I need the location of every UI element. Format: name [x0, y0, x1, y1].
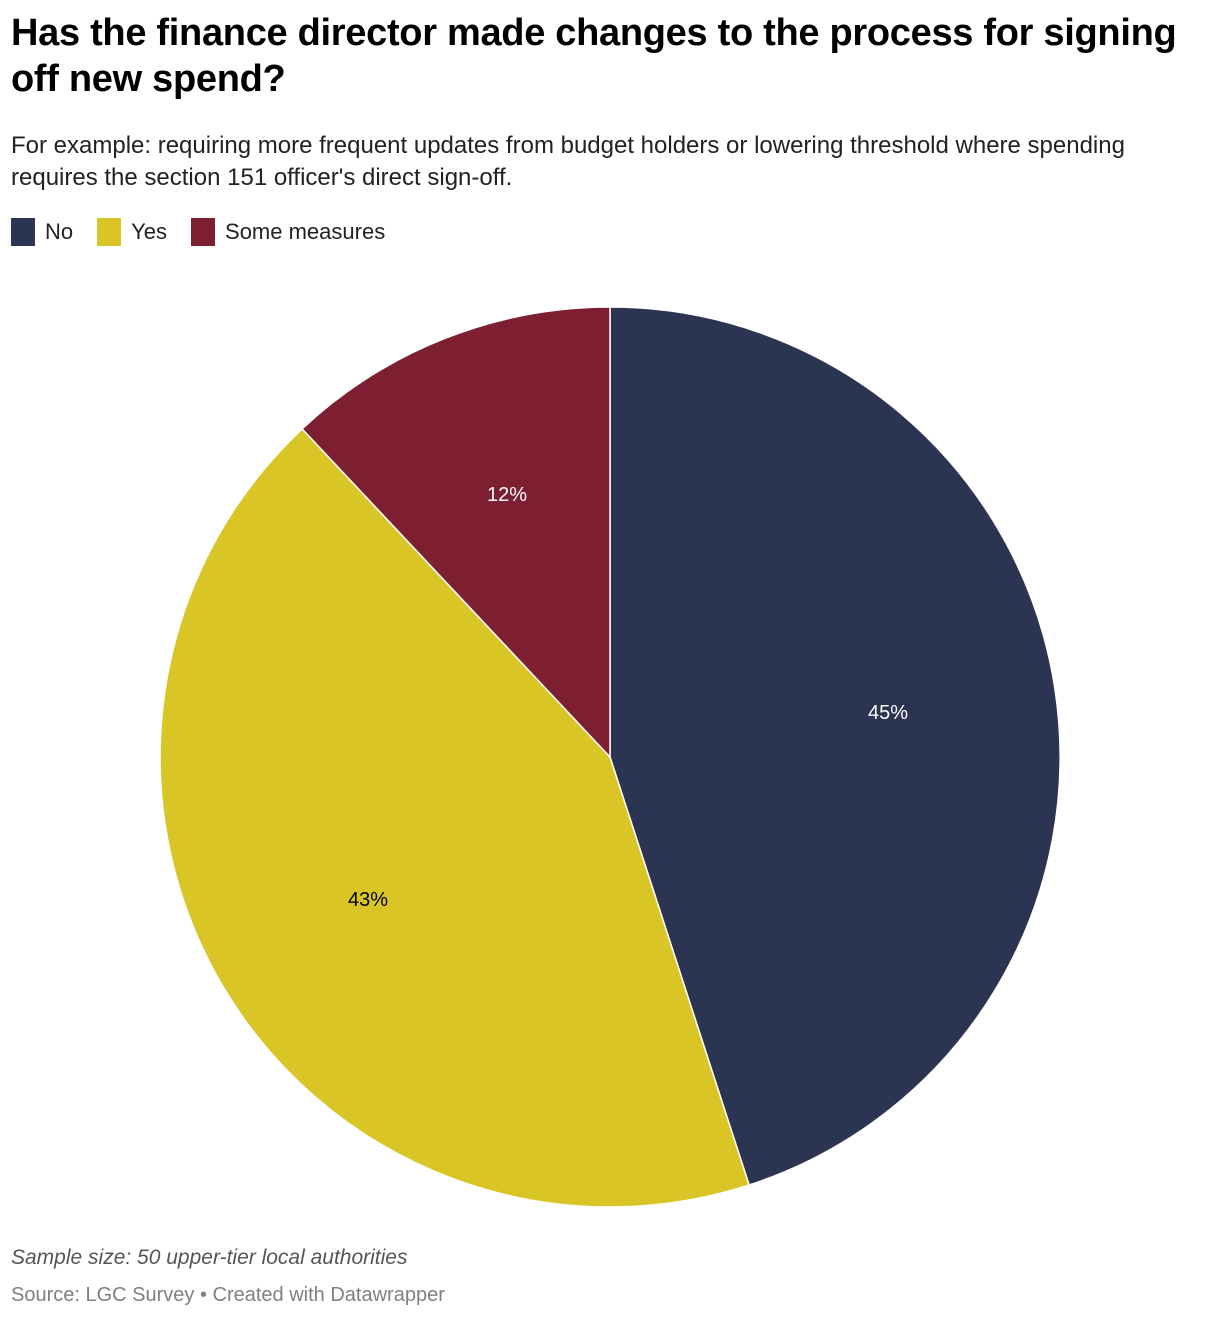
chart-title: Has the finance director made changes to… — [11, 12, 1177, 100]
pie-slice-some-measures[interactable] — [301, 306, 611, 758]
legend-swatch-yes — [97, 218, 122, 246]
legend-item-some-measures: Some measures — [191, 218, 385, 246]
slice-label-yes: 43% — [348, 889, 388, 911]
legend: No Yes Some measures — [11, 218, 409, 246]
legend-label-some-measures: Some measures — [225, 219, 386, 244]
pie-slice-yes[interactable] — [159, 428, 750, 1208]
source-credit: Source: LGC Survey • Created with Datawr… — [11, 1284, 445, 1306]
sample-size-note: Sample size: 50 upper-tier local authori… — [11, 1246, 408, 1269]
chart-subtitle: For example: requiring more frequent upd… — [11, 132, 1125, 191]
legend-swatch-no — [11, 218, 35, 246]
slice-label-no: 45% — [868, 702, 908, 724]
legend-label-yes: Yes — [131, 219, 168, 244]
legend-swatch-some-measures — [191, 218, 216, 246]
legend-label-no: No — [45, 219, 74, 244]
slice-label-some-measures: 12% — [487, 484, 527, 506]
legend-item-yes: Yes — [97, 218, 167, 246]
pie-slice-no[interactable] — [609, 306, 1061, 1186]
legend-item-no: No — [11, 218, 73, 246]
